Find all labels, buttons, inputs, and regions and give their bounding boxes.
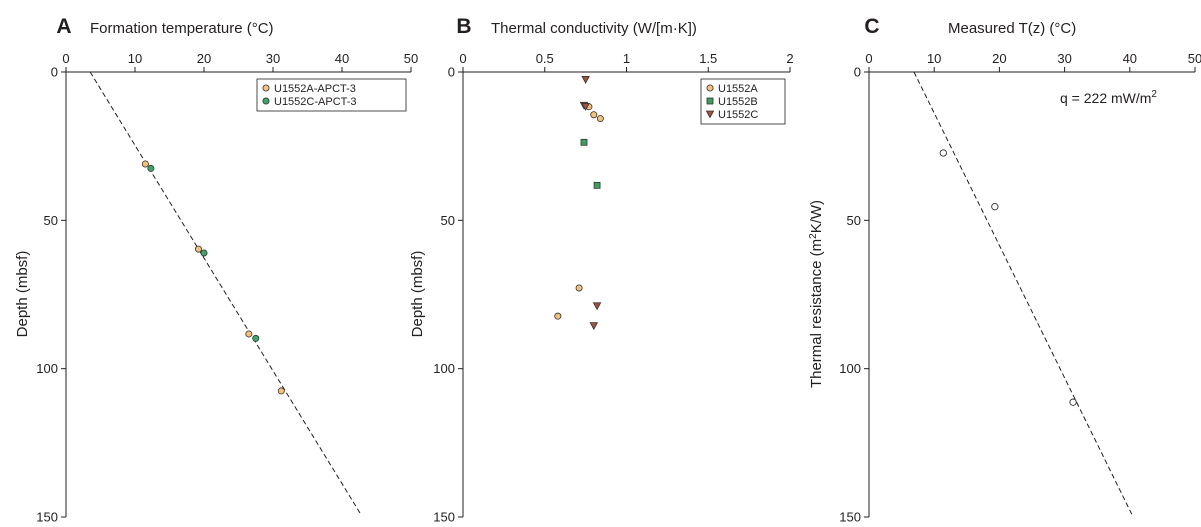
panel-a-legend-box <box>256 78 407 112</box>
panel-c-y-axis-label-suffix: K/W) <box>808 200 825 233</box>
panel-c-y-axis-label-sup: 2 <box>808 233 819 239</box>
panel-b-data-point <box>581 103 590 111</box>
panel-a-letter: A <box>56 15 71 38</box>
panel-a-data-point <box>252 334 260 342</box>
panel-b-legend-marker <box>706 84 714 92</box>
panel-b-x-tick-label: 2 <box>786 51 793 66</box>
panel-b-data-point <box>581 76 590 84</box>
panel-b-x-tick-label: 1.5 <box>699 51 717 66</box>
panel-c-x-tick-label: 40 <box>1123 51 1137 66</box>
panel-b-y-tick-label: 100 <box>433 361 455 376</box>
panel-c-marks: 0 10 20 30 40 50 0 50 100 150 <box>839 51 1201 525</box>
panel-a-data-point <box>277 387 285 395</box>
panel-a-data-point <box>200 249 208 257</box>
panel-c-x-tick-label: 50 <box>1188 51 1201 66</box>
panel-a-y-axis-label: Depth (mbsf) <box>14 251 31 338</box>
panel-a-x-tick-label: 20 <box>197 51 211 66</box>
panel-b-data-point <box>592 302 602 311</box>
panel-b-legend-box <box>700 78 786 125</box>
panel-c-x-tick-label: 30 <box>1057 51 1071 66</box>
panel-b-title: Thermal conductivity (W/[m·K]) <box>491 20 697 37</box>
panel-b-data-point <box>575 284 583 292</box>
heat-flow-annotation: q = 222 mW/m2 <box>1060 89 1157 106</box>
panel-c-letter: C <box>864 15 879 38</box>
panel-a-y-tick-label: 50 <box>44 213 58 228</box>
panel-c-y-tick-label: 100 <box>839 361 861 376</box>
panel-b-legend-label: U1552C <box>718 109 758 121</box>
panel-a-y-tick-label: 150 <box>36 510 58 523</box>
panel-b-x-tick-label: 0.5 <box>536 51 554 66</box>
panel-a-x-tick-label: 50 <box>404 51 418 66</box>
panel-a-x-tick-label: 0 <box>62 51 69 66</box>
panel-c-x-tick-label: 10 <box>927 51 941 66</box>
panel-c-data-point <box>939 149 947 157</box>
panel-a-y-tick-label: 100 <box>36 361 58 376</box>
panel-c-title: Measured T(z) (°C) <box>948 20 1076 37</box>
panel-b-legend-marker <box>705 110 715 119</box>
panel-b-y-tick-label: 150 <box>433 510 455 523</box>
panel-b-y-tick-label: 0 <box>448 65 455 80</box>
panel-c-data-point <box>991 203 999 211</box>
panel-b-x-tick-label: 0 <box>459 51 466 66</box>
panel-c: C Measured T(z) (°C) Thermal resistance … <box>808 15 1201 525</box>
panel-c-y-tick-label: 50 <box>847 213 861 228</box>
panel-b-data-point <box>590 111 598 119</box>
panel-a-x-tick-label: 10 <box>128 51 142 66</box>
panel-a-legend-marker <box>262 97 270 105</box>
panel-a-data-point <box>194 245 202 253</box>
panel-c-y-tick-label: 0 <box>854 65 861 80</box>
panel-c-fit-line <box>913 71 1133 516</box>
panel-a-legend-marker <box>262 84 270 92</box>
panel-b-data-point <box>596 115 604 123</box>
panel-c-x-tick-label: 20 <box>992 51 1006 66</box>
panel-b-data-point <box>554 312 562 320</box>
panel-b-y-axis-label: Depth (mbsf) <box>409 251 426 338</box>
panel-a-data-point <box>245 330 253 338</box>
panel-b-data-point <box>593 181 601 189</box>
panel-a-y-tick-label: 0 <box>51 65 58 80</box>
panel-a-fit-line <box>89 71 362 515</box>
panel-a-legend-label: U1552A-APCT-3 <box>274 83 356 95</box>
panel-b-data-point <box>580 138 588 146</box>
panel-a-data-point <box>147 164 155 172</box>
panel-b-x-tick-label: 1 <box>623 51 630 66</box>
panel-a-title: Formation temperature (°C) <box>90 20 274 37</box>
panel-c-x-tick-label: 0 <box>865 51 872 66</box>
panel-b: B Thermal conductivity (W/[m·K]) Depth (… <box>409 15 794 525</box>
panel-b-legend-marker <box>706 97 714 105</box>
panel-a: A Formation temperature (°C) Depth (mbsf… <box>14 15 418 525</box>
panel-a-marks: 0 10 20 30 40 50 0 50 100 150 <box>36 51 418 525</box>
panel-c-y-axis-label-prefix: Thermal resistance (m <box>808 239 825 388</box>
panel-b-letter: B <box>456 15 471 38</box>
heat-flow-annotation-text: q = 222 mW/m <box>1060 90 1151 106</box>
panel-b-legend-label: U1552B <box>718 96 758 108</box>
panel-a-x-tick-label: 40 <box>335 51 349 66</box>
panel-a-x-tick-label: 30 <box>266 51 280 66</box>
panel-a-legend-label: U1552C-APCT-3 <box>274 96 357 108</box>
panel-b-legend-label: U1552A <box>718 83 758 95</box>
panel-b-data-point <box>589 322 599 331</box>
heat-flow-annotation-sup: 2 <box>1151 89 1157 100</box>
panel-c-data-point <box>1069 398 1077 406</box>
panel-b-y-tick-label: 50 <box>441 213 455 228</box>
panel-c-y-tick-label: 150 <box>839 510 861 523</box>
panel-c-y-axis-label: Thermal resistance (m2K/W) <box>808 200 825 388</box>
panel-a-data-point <box>141 160 149 168</box>
panel-b-marks: 0 0.5 1 1.5 2 0 50 100 150 <box>433 51 793 525</box>
